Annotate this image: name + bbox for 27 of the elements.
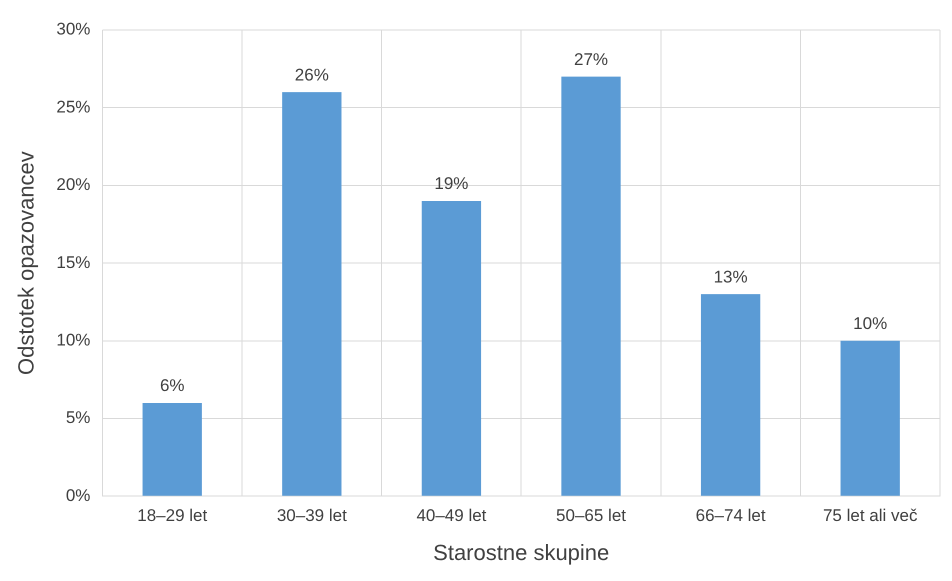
data-label: 19% — [434, 174, 468, 194]
data-label: 13% — [714, 267, 748, 286]
y-tick-label: 0% — [66, 486, 90, 505]
bar — [561, 76, 621, 496]
x-tick-label: 66–74 let — [696, 506, 766, 526]
bar — [282, 92, 342, 496]
data-label: 10% — [853, 314, 888, 333]
bar — [840, 340, 900, 496]
data-label: 6% — [160, 376, 185, 396]
y-tick-label: 30% — [56, 20, 90, 39]
x-tick-label: 50–65 let — [556, 506, 626, 526]
x-axis-title: Starostne skupine — [433, 540, 610, 565]
x-tick-label: 18–29 let — [137, 506, 208, 526]
y-tick-label: 5% — [66, 408, 90, 428]
y-tick-label: 20% — [56, 175, 90, 194]
bar — [700, 294, 760, 496]
bar — [142, 402, 202, 496]
x-tick-label: 75 let ali več — [822, 506, 918, 526]
data-label: 27% — [574, 50, 608, 69]
y-tick-label: 15% — [56, 252, 90, 272]
x-tick-label: 30–39 let — [276, 506, 348, 526]
data-label: 26% — [294, 65, 329, 84]
x-tick-label: 40–49 let — [416, 506, 487, 526]
y-tick-label: 10% — [56, 330, 90, 350]
bar — [422, 200, 482, 496]
y-tick-label: 25% — [56, 97, 90, 116]
y-axis-title: Odstotek opazovancev — [13, 151, 38, 376]
